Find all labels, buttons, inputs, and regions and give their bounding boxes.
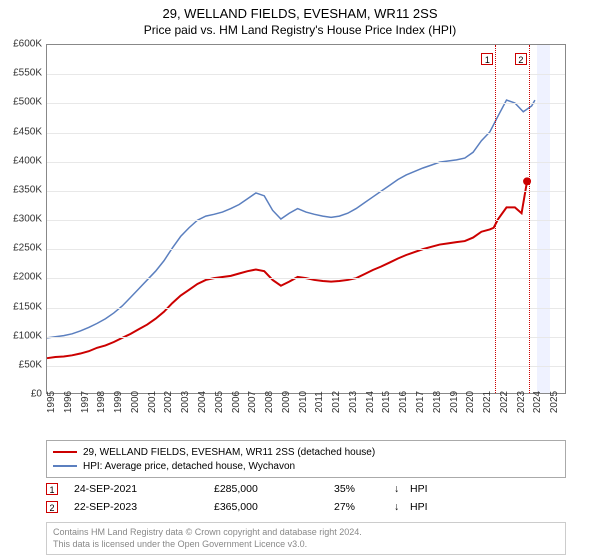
legend-swatch [53,451,77,453]
gridline [47,337,565,338]
x-axis-tick: 2021 [482,391,493,413]
transaction-pct: 27% [334,501,394,513]
gridline [47,278,565,279]
transaction-row: 1 24-SEP-2021£285,00035%↓HPI [46,480,566,498]
down-arrow-icon: ↓ [394,501,410,513]
y-axis-tick: £550K [0,68,42,79]
x-axis-tick: 2004 [197,391,208,413]
x-axis-tick: 2005 [214,391,225,413]
gridline [47,74,565,75]
y-axis-tick: £500K [0,97,42,108]
y-axis-tick: £450K [0,126,42,137]
x-axis-tick: 2025 [549,391,560,413]
legend-row: 29, WELLAND FIELDS, EVESHAM, WR11 2SS (d… [53,445,559,459]
legend-row: HPI: Average price, detached house, Wych… [53,459,559,473]
x-axis-tick: 2006 [231,391,242,413]
legend-label: 29, WELLAND FIELDS, EVESHAM, WR11 2SS (d… [83,447,375,458]
transaction-vs-label: HPI [410,501,450,513]
gridline [47,220,565,221]
y-axis-tick: £300K [0,214,42,225]
x-axis-tick: 2009 [281,391,292,413]
transaction-vs-label: HPI [410,483,450,495]
chart-plot-area: 12 [46,44,566,394]
y-axis-tick: £400K [0,155,42,166]
y-axis-tick: £350K [0,184,42,195]
y-axis-tick: £200K [0,272,42,283]
x-axis-tick: 1997 [80,391,91,413]
x-axis-tick: 2015 [381,391,392,413]
footer-attribution: Contains HM Land Registry data © Crown c… [46,522,566,555]
transaction-table: 1 24-SEP-2021£285,00035%↓HPI 2 22-SEP-2023£… [46,480,566,516]
gridline [47,133,565,134]
x-axis-tick: 1996 [63,391,74,413]
gridline [47,162,565,163]
transaction-marker: 2 [46,501,58,513]
gridline [47,103,565,104]
y-axis-tick: £600K [0,39,42,50]
y-axis-tick: £100K [0,330,42,341]
x-axis-tick: 1995 [46,391,57,413]
x-axis-tick: 2023 [516,391,527,413]
x-axis-tick: 2020 [465,391,476,413]
x-axis-tick: 2014 [365,391,376,413]
legend-label: HPI: Average price, detached house, Wych… [83,461,295,472]
y-axis-tick: £0 [0,389,42,400]
x-axis-tick: 2007 [247,391,258,413]
transaction-date: 22-SEP-2023 [74,501,214,513]
x-axis-tick: 2000 [130,391,141,413]
event-marker: 1 [481,53,493,65]
y-axis-tick: £150K [0,301,42,312]
x-axis-tick: 2008 [264,391,275,413]
x-axis-tick: 2010 [298,391,309,413]
event-vline [495,45,496,393]
transaction-price: £365,000 [214,501,334,513]
chart-legend: 29, WELLAND FIELDS, EVESHAM, WR11 2SS (d… [46,440,566,478]
x-axis-tick: 2016 [398,391,409,413]
transaction-price: £285,000 [214,483,334,495]
x-axis-tick: 2022 [499,391,510,413]
series-line [47,100,535,338]
x-axis-tick: 2011 [314,391,325,413]
event-vline [529,45,530,393]
transaction-pct: 35% [334,483,394,495]
transaction-row: 2 22-SEP-2023£365,00027%↓HPI [46,498,566,516]
transaction-date: 24-SEP-2021 [74,483,214,495]
gridline [47,366,565,367]
event-marker: 2 [515,53,527,65]
y-axis-tick: £250K [0,243,42,254]
x-axis-tick: 1998 [96,391,107,413]
footer-line-1: Contains HM Land Registry data © Crown c… [53,527,559,539]
x-axis-tick: 2017 [415,391,426,413]
x-axis-tick: 2019 [449,391,460,413]
x-axis-tick: 2018 [432,391,443,413]
gridline [47,249,565,250]
footer-line-2: This data is licensed under the Open Gov… [53,539,559,551]
gridline [47,191,565,192]
x-axis-tick: 2001 [147,391,158,413]
y-axis-tick: £50K [0,359,42,370]
x-axis-tick: 2002 [163,391,174,413]
chart-lines-svg [47,45,565,393]
gridline [47,308,565,309]
series-line [47,181,527,358]
down-arrow-icon: ↓ [394,483,410,495]
transaction-marker: 1 [46,483,58,495]
legend-swatch [53,465,77,467]
x-axis-tick: 2024 [532,391,543,413]
x-axis-tick: 1999 [113,391,124,413]
x-axis-tick: 2013 [348,391,359,413]
page-title: 29, WELLAND FIELDS, EVESHAM, WR11 2SS [0,0,600,21]
page-subtitle: Price paid vs. HM Land Registry's House … [0,21,600,41]
x-axis-tick: 2012 [331,391,342,413]
x-axis-tick: 2003 [180,391,191,413]
